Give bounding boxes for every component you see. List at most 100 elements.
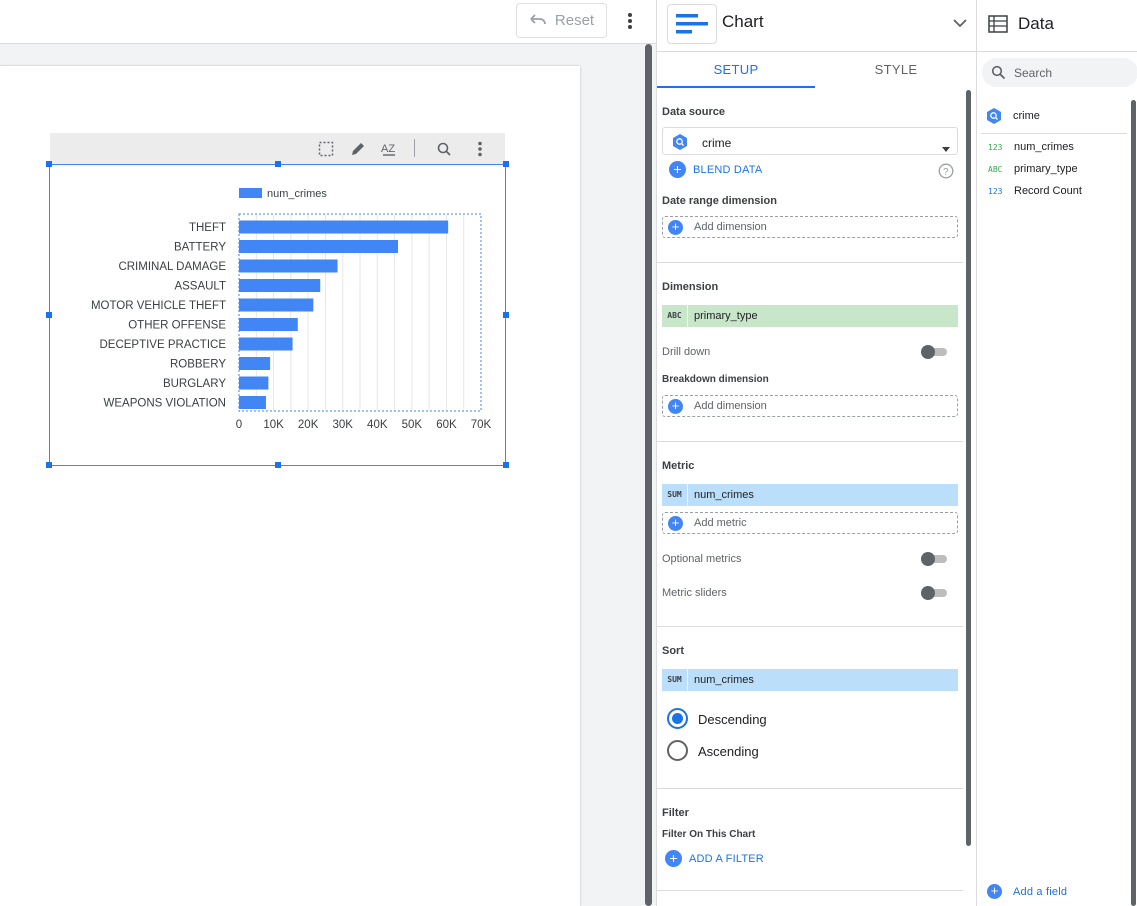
resize-handle[interactable] [46, 161, 52, 167]
sort-agg-tag: SUM [662, 669, 688, 691]
data-table-icon [988, 14, 1008, 39]
filter-heading: Filter [662, 807, 689, 819]
section-divider [657, 262, 963, 263]
legend-swatch [239, 188, 262, 198]
field-item[interactable]: ABC primary_type [988, 163, 1078, 175]
bar-chart-type-icon[interactable] [667, 4, 717, 44]
tab-setup[interactable]: SETUP [657, 52, 815, 88]
field-name: num_crimes [1014, 141, 1074, 153]
svg-text:?: ? [943, 167, 949, 178]
category-label: ROBBERY [170, 359, 226, 371]
edit-pencil-icon[interactable] [348, 139, 368, 159]
plus-icon: + [665, 850, 682, 867]
field-name: primary_type [1014, 163, 1078, 175]
chart-more-icon[interactable] [470, 139, 490, 159]
resize-handle[interactable] [275, 161, 281, 167]
bar [239, 376, 269, 390]
x-tick-label: 10K [263, 419, 284, 431]
category-label: ASSAULT [174, 281, 226, 293]
more-vert-icon[interactable] [620, 8, 640, 34]
section-divider [657, 788, 963, 789]
category-label: OTHER OFFENSE [128, 320, 226, 332]
category-label: DECEPTIVE PRACTICE [99, 339, 226, 351]
sort-heading: Sort [662, 645, 684, 657]
category-label: MOTOR VEHICLE THEFT [91, 300, 226, 312]
metric-heading: Metric [662, 460, 695, 472]
sort-chip[interactable]: SUM num_crimes [662, 669, 958, 691]
chart-toolbar: AZ [50, 133, 505, 164]
add-metric[interactable]: + Add metric [662, 512, 958, 534]
filter-sub-heading: Filter On This Chart [662, 829, 756, 840]
breakdown-heading: Breakdown dimension [662, 374, 769, 385]
x-tick-label: 60K [436, 419, 457, 431]
metric-sliders-toggle[interactable] [921, 586, 949, 600]
resize-handle[interactable] [275, 462, 281, 468]
search-placeholder: Search [1014, 66, 1053, 80]
bar-chart-component[interactable]: num_crimes THEFT BATTERY CRIMINAL DAMAGE ASS… [49, 164, 506, 466]
bar [239, 396, 266, 409]
chart-panel-header: Chart [656, 0, 976, 52]
metric-sliders-label: Metric sliders [662, 587, 727, 599]
bar [239, 337, 293, 351]
add-breakdown-dimension[interactable]: + Add dimension [662, 395, 958, 417]
report-topbar: Reset [0, 0, 656, 44]
canvas-scrollbar[interactable] [645, 44, 652, 906]
dimension-value: primary_type [694, 310, 758, 322]
field-item[interactable]: 123 num_crimes [988, 141, 1074, 153]
descending-label: Descending [698, 712, 767, 727]
bigquery-icon [671, 133, 689, 156]
x-tick-label: 30K [332, 419, 353, 431]
plot-frame [238, 213, 482, 412]
reset-button[interactable]: Reset [516, 3, 607, 38]
setup-scrollbar[interactable] [966, 90, 971, 846]
svg-text:AZ: AZ [381, 143, 395, 155]
chevron-down-icon[interactable] [951, 14, 969, 32]
data-panel-scrollbar[interactable] [1131, 100, 1136, 906]
sort-az-icon[interactable]: AZ [380, 139, 400, 159]
data-source-heading: Data source [662, 106, 725, 118]
metric-chip[interactable]: SUM num_crimes [662, 484, 958, 506]
explore-zoom-icon[interactable] [434, 139, 454, 159]
tab-style[interactable]: STYLE [874, 62, 918, 77]
category-label: THEFT [189, 222, 226, 234]
help-icon[interactable]: ? [938, 163, 954, 184]
report-canvas-area: Reset AZ num_crimes THEFT BATTERY CRIMINAL … [0, 0, 656, 906]
x-tick-label: 0 [236, 419, 242, 431]
plus-icon: + [668, 399, 683, 414]
descending-radio[interactable] [667, 708, 688, 729]
data-source-dropdown[interactable]: crime [662, 127, 958, 155]
resize-handle[interactable] [46, 312, 52, 318]
field-search-input[interactable]: Search [982, 58, 1137, 87]
add-date-dimension[interactable]: + Add dimension [662, 216, 958, 238]
bar [239, 318, 298, 331]
resize-handle[interactable] [503, 312, 509, 318]
data-divider [981, 133, 1127, 134]
plus-icon: + [987, 884, 1002, 899]
select-area-icon[interactable] [316, 139, 336, 159]
plus-icon: + [668, 220, 683, 235]
x-tick-label: 20K [298, 419, 319, 431]
reset-label: Reset [554, 12, 595, 29]
toolbar-divider [414, 139, 415, 157]
report-page [0, 66, 580, 906]
bar [239, 220, 449, 234]
chart-panel-title: Chart [722, 12, 764, 31]
search-icon [991, 65, 1006, 85]
ascending-radio[interactable] [667, 740, 688, 761]
drill-down-toggle[interactable] [921, 345, 949, 359]
plus-icon: + [669, 161, 686, 178]
data-source-value: crime [702, 136, 732, 150]
resize-handle[interactable] [46, 462, 52, 468]
optional-metrics-label: Optional metrics [662, 553, 742, 565]
dropdown-arrow-icon [942, 139, 950, 157]
sort-value: num_crimes [694, 674, 754, 686]
resize-handle[interactable] [503, 161, 509, 167]
resize-handle[interactable] [503, 462, 509, 468]
data-source-name: crime [1013, 110, 1040, 122]
optional-metrics-toggle[interactable] [921, 552, 949, 566]
dimension-heading: Dimension [662, 281, 719, 293]
dimension-chip[interactable]: ABC primary_type [662, 305, 958, 327]
field-name: Record Count [1014, 185, 1082, 197]
bar [239, 259, 338, 273]
field-item[interactable]: 123 Record Count [988, 185, 1082, 197]
